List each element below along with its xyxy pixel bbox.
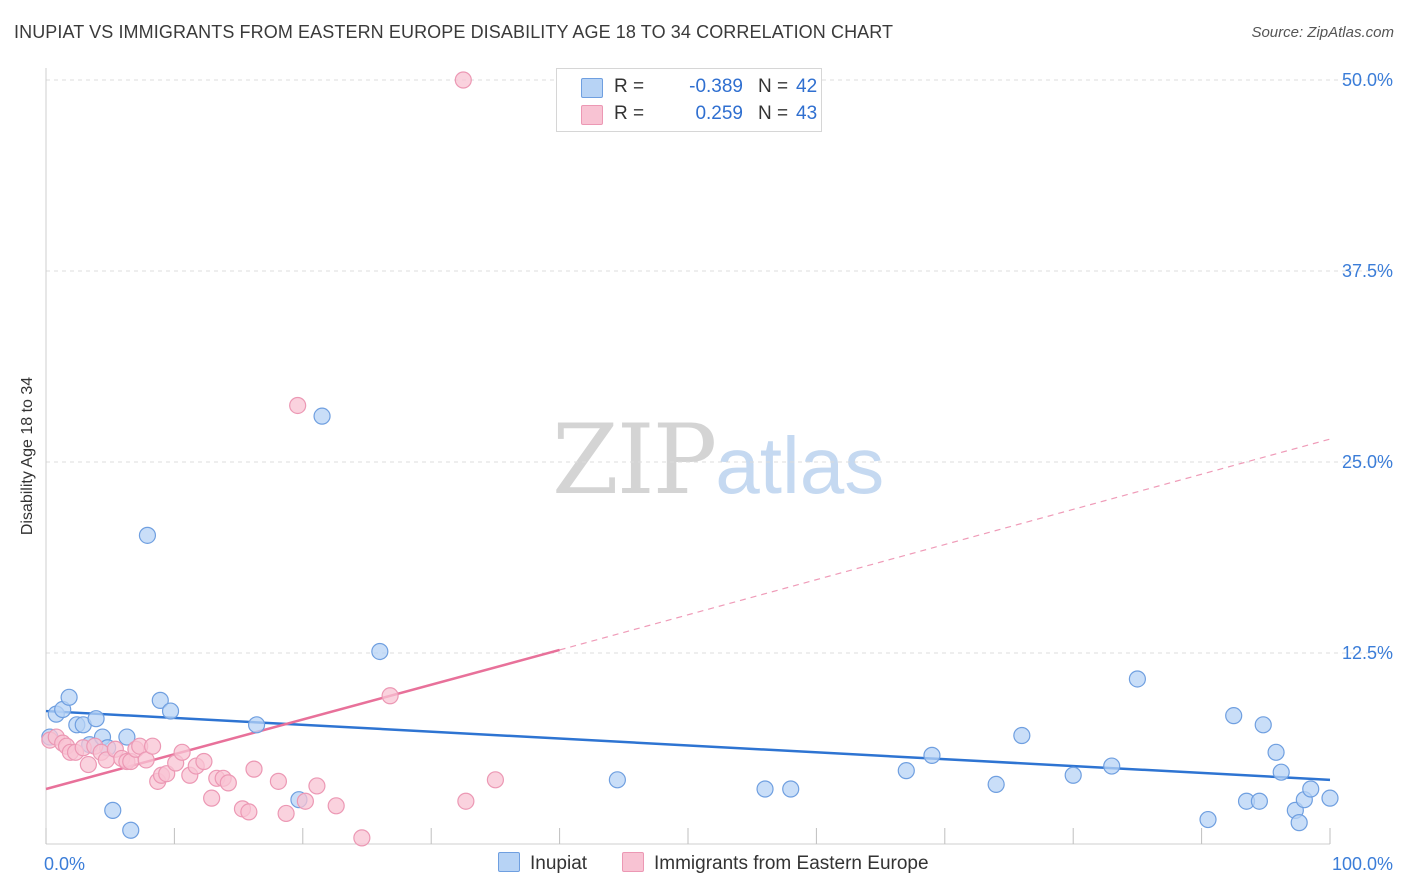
eastern-point xyxy=(308,777,326,795)
inupiat-point xyxy=(1103,757,1121,775)
inupiat-swatch xyxy=(581,78,603,98)
eastern-point xyxy=(245,760,263,778)
inupiat-point xyxy=(756,780,774,798)
chart-title: INUPIAT VS IMMIGRANTS FROM EASTERN EUROP… xyxy=(14,22,894,42)
eastern-point xyxy=(143,737,162,755)
series-label: Immigrants from Eastern Europe xyxy=(654,853,929,874)
r-value: 0.259 xyxy=(695,103,743,124)
eastern-point xyxy=(486,771,504,789)
inupiat-point xyxy=(897,762,915,780)
r-label: R = xyxy=(614,103,645,124)
eastern-point xyxy=(327,797,345,815)
n-value: 42 xyxy=(796,76,818,97)
eastern-point xyxy=(219,774,237,792)
inupiat-trend-line xyxy=(45,709,1331,782)
eastern-point xyxy=(454,71,472,89)
inupiat-point xyxy=(1250,792,1268,810)
inupiat-point xyxy=(371,642,389,661)
inupiat-point xyxy=(1199,810,1217,829)
inupiat-point xyxy=(1272,763,1290,781)
inupiat-point xyxy=(987,775,1005,794)
inupiat-point xyxy=(161,702,180,720)
y-tick-label: 37.5% xyxy=(1342,261,1393,281)
inupiat-point xyxy=(247,716,266,734)
x-tick-label: 100.0% xyxy=(1332,854,1393,874)
eastern-point xyxy=(277,804,295,823)
eastern-point xyxy=(289,396,307,415)
tick-labels: 12.5% 25.0% 37.5% 50.0% 0.0% 100.0% xyxy=(44,70,1393,874)
r-label: R = xyxy=(614,76,645,97)
eastern-point xyxy=(240,803,258,821)
eastern-point xyxy=(269,772,288,790)
source-credit: Source: ZipAtlas.com xyxy=(1251,24,1394,41)
y-tick-label: 12.5% xyxy=(1342,643,1393,663)
y-tick-label: 25.0% xyxy=(1342,452,1393,472)
r-value: -0.389 xyxy=(689,76,743,97)
inupiat-point xyxy=(1321,789,1339,807)
inupiat-swatch xyxy=(498,852,520,872)
inupiat-point xyxy=(313,407,331,425)
inupiat-point xyxy=(87,710,105,728)
inupiat-point xyxy=(1267,743,1285,761)
inupiat-point xyxy=(1128,670,1147,688)
inupiat-point xyxy=(608,771,626,789)
axes xyxy=(45,68,1331,845)
inupiat-point xyxy=(1225,707,1243,725)
eastern-point xyxy=(195,752,213,771)
inupiat-point xyxy=(60,688,78,706)
inupiat-point xyxy=(782,780,800,798)
eastern-point xyxy=(173,743,191,761)
series-label: Inupiat xyxy=(530,853,588,874)
trend-lines xyxy=(45,438,1331,791)
data-points xyxy=(41,71,1339,847)
inupiat-point xyxy=(151,691,169,709)
inupiat-point xyxy=(1064,766,1082,784)
x-tick-label: 0.0% xyxy=(44,854,85,874)
n-value: 43 xyxy=(796,103,818,124)
series-legend-eastern-europe: Immigrants from Eastern Europe xyxy=(622,852,929,875)
grid-lines xyxy=(46,79,1392,654)
inupiat-point xyxy=(1013,726,1031,745)
eastern-point xyxy=(203,789,221,807)
inupiat-point xyxy=(923,746,941,764)
eastern-europe-swatch xyxy=(581,105,603,125)
eastern-point xyxy=(457,792,475,810)
inupiat-point xyxy=(118,728,136,746)
inupiat-point xyxy=(104,801,122,819)
inupiat-point xyxy=(138,526,157,544)
y-tick-label: 50.0% xyxy=(1342,70,1393,90)
watermark-zip: ZIP xyxy=(552,404,717,516)
inupiat-point xyxy=(122,821,140,839)
watermark: ZIPatlas xyxy=(552,404,884,516)
series-legend-inupiat: Inupiat xyxy=(498,852,587,875)
eastern-point xyxy=(79,755,97,774)
watermark-atlas: atlas xyxy=(715,421,885,510)
inupiat-point xyxy=(1302,780,1320,798)
n-label: N = xyxy=(758,76,789,97)
eastern-point xyxy=(353,829,371,847)
stats-legend: R = -0.389 N = 42 R = 0.259 N = 43 xyxy=(556,68,822,132)
eastern-point xyxy=(381,687,399,705)
inupiat-point xyxy=(1290,814,1308,832)
eastern-point xyxy=(137,751,155,769)
inupiat-point xyxy=(1254,716,1272,734)
n-label: N = xyxy=(758,103,789,124)
eastern-europe-swatch xyxy=(622,852,644,872)
eastern-trend-extension xyxy=(559,438,1331,651)
eastern-point xyxy=(296,792,314,810)
